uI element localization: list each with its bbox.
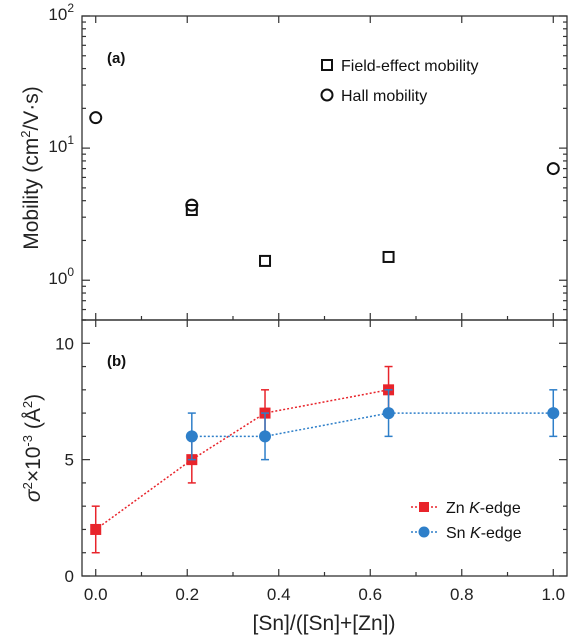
panel-b-x-tick-label: 0.6: [358, 585, 382, 604]
panel-b-x-tick-label: 0.4: [267, 585, 291, 604]
panel-a-y-tick-label: 101: [48, 133, 74, 156]
legend-zn-marker: [419, 502, 429, 512]
panel-a-y-tick-label: 102: [48, 1, 74, 24]
panel-b-y-tick-label: 5: [65, 451, 74, 470]
hall-mobility-point: [185, 198, 199, 212]
panel-a-label: (a): [107, 50, 125, 67]
hall-mobility-point: [546, 162, 560, 176]
panel-b-label: (b): [107, 353, 126, 370]
panel-b-y-axis-title: σ2×10-3 (Å2): [20, 394, 45, 502]
panel-b-legend: Zn K-edge Sn K-edge: [411, 500, 522, 542]
panel-a-y-ticks: 100 101 102: [48, 1, 567, 321]
panel-b-y-tick-label: 10: [55, 334, 74, 353]
panel-a-y-axis-title: Mobility (cm2/V·s): [18, 86, 43, 250]
sn-data-point: [382, 407, 395, 420]
zn-data-point: [90, 523, 102, 535]
field-effect-mobility-point: [382, 250, 395, 263]
panel-a-frame: [81, 15, 568, 321]
panel-a-legend: Field-effect mobility Hall mobility: [320, 58, 479, 105]
sn-data-point: [547, 407, 560, 420]
panel-a: (a) 100 101 102 Mobility (cm2/V·s) Field-e…: [18, 1, 568, 321]
panel-b: (b) 0 5 10 0.0 0.2 0.4 0.6 0.8 1.0 σ2×10-3 (Å2)…: [20, 319, 568, 635]
sn-data-point: [259, 430, 272, 443]
panel-b-series: [90, 365, 560, 554]
legend-zn-label: Zn K-edge: [446, 500, 521, 517]
legend-field-effect-label: Field-effect mobility: [341, 58, 479, 75]
legend-hall-label: Hall mobility: [341, 88, 427, 105]
hall-mobility-point: [89, 111, 103, 125]
panel-b-y-ticks: 0 5 10: [55, 319, 567, 586]
field-effect-mobility-point: [185, 204, 198, 217]
panel-b-x-tick-label: 1.0: [541, 585, 565, 604]
panel-b-x-tick-label: 0.0: [84, 585, 108, 604]
legend-square-marker: [321, 59, 333, 71]
panel-b-x-tick-label: 0.8: [450, 585, 474, 604]
panel-a-x-ticks: [95, 16, 554, 320]
sn-data-point: [185, 430, 198, 443]
legend-sn-label: Sn K-edge: [446, 525, 522, 542]
panel-b-y-tick-label: 0: [65, 567, 74, 586]
legend-circle-marker: [320, 88, 334, 102]
panel-a-points: [89, 111, 560, 267]
panel-b-x-axis-title: [Sn]/([Sn]+[Zn]): [253, 612, 396, 635]
panel-b-x-ticks: 0.0 0.2 0.4 0.6 0.8 1.0: [84, 320, 565, 604]
legend-sn-marker: [418, 526, 430, 538]
panel-a-y-tick-label: 100: [48, 265, 74, 288]
panel-b-x-tick-label: 0.2: [175, 585, 199, 604]
field-effect-mobility-point: [259, 254, 272, 267]
zn-series-line: [95, 389, 389, 531]
sn-series-line: [191, 412, 554, 438]
